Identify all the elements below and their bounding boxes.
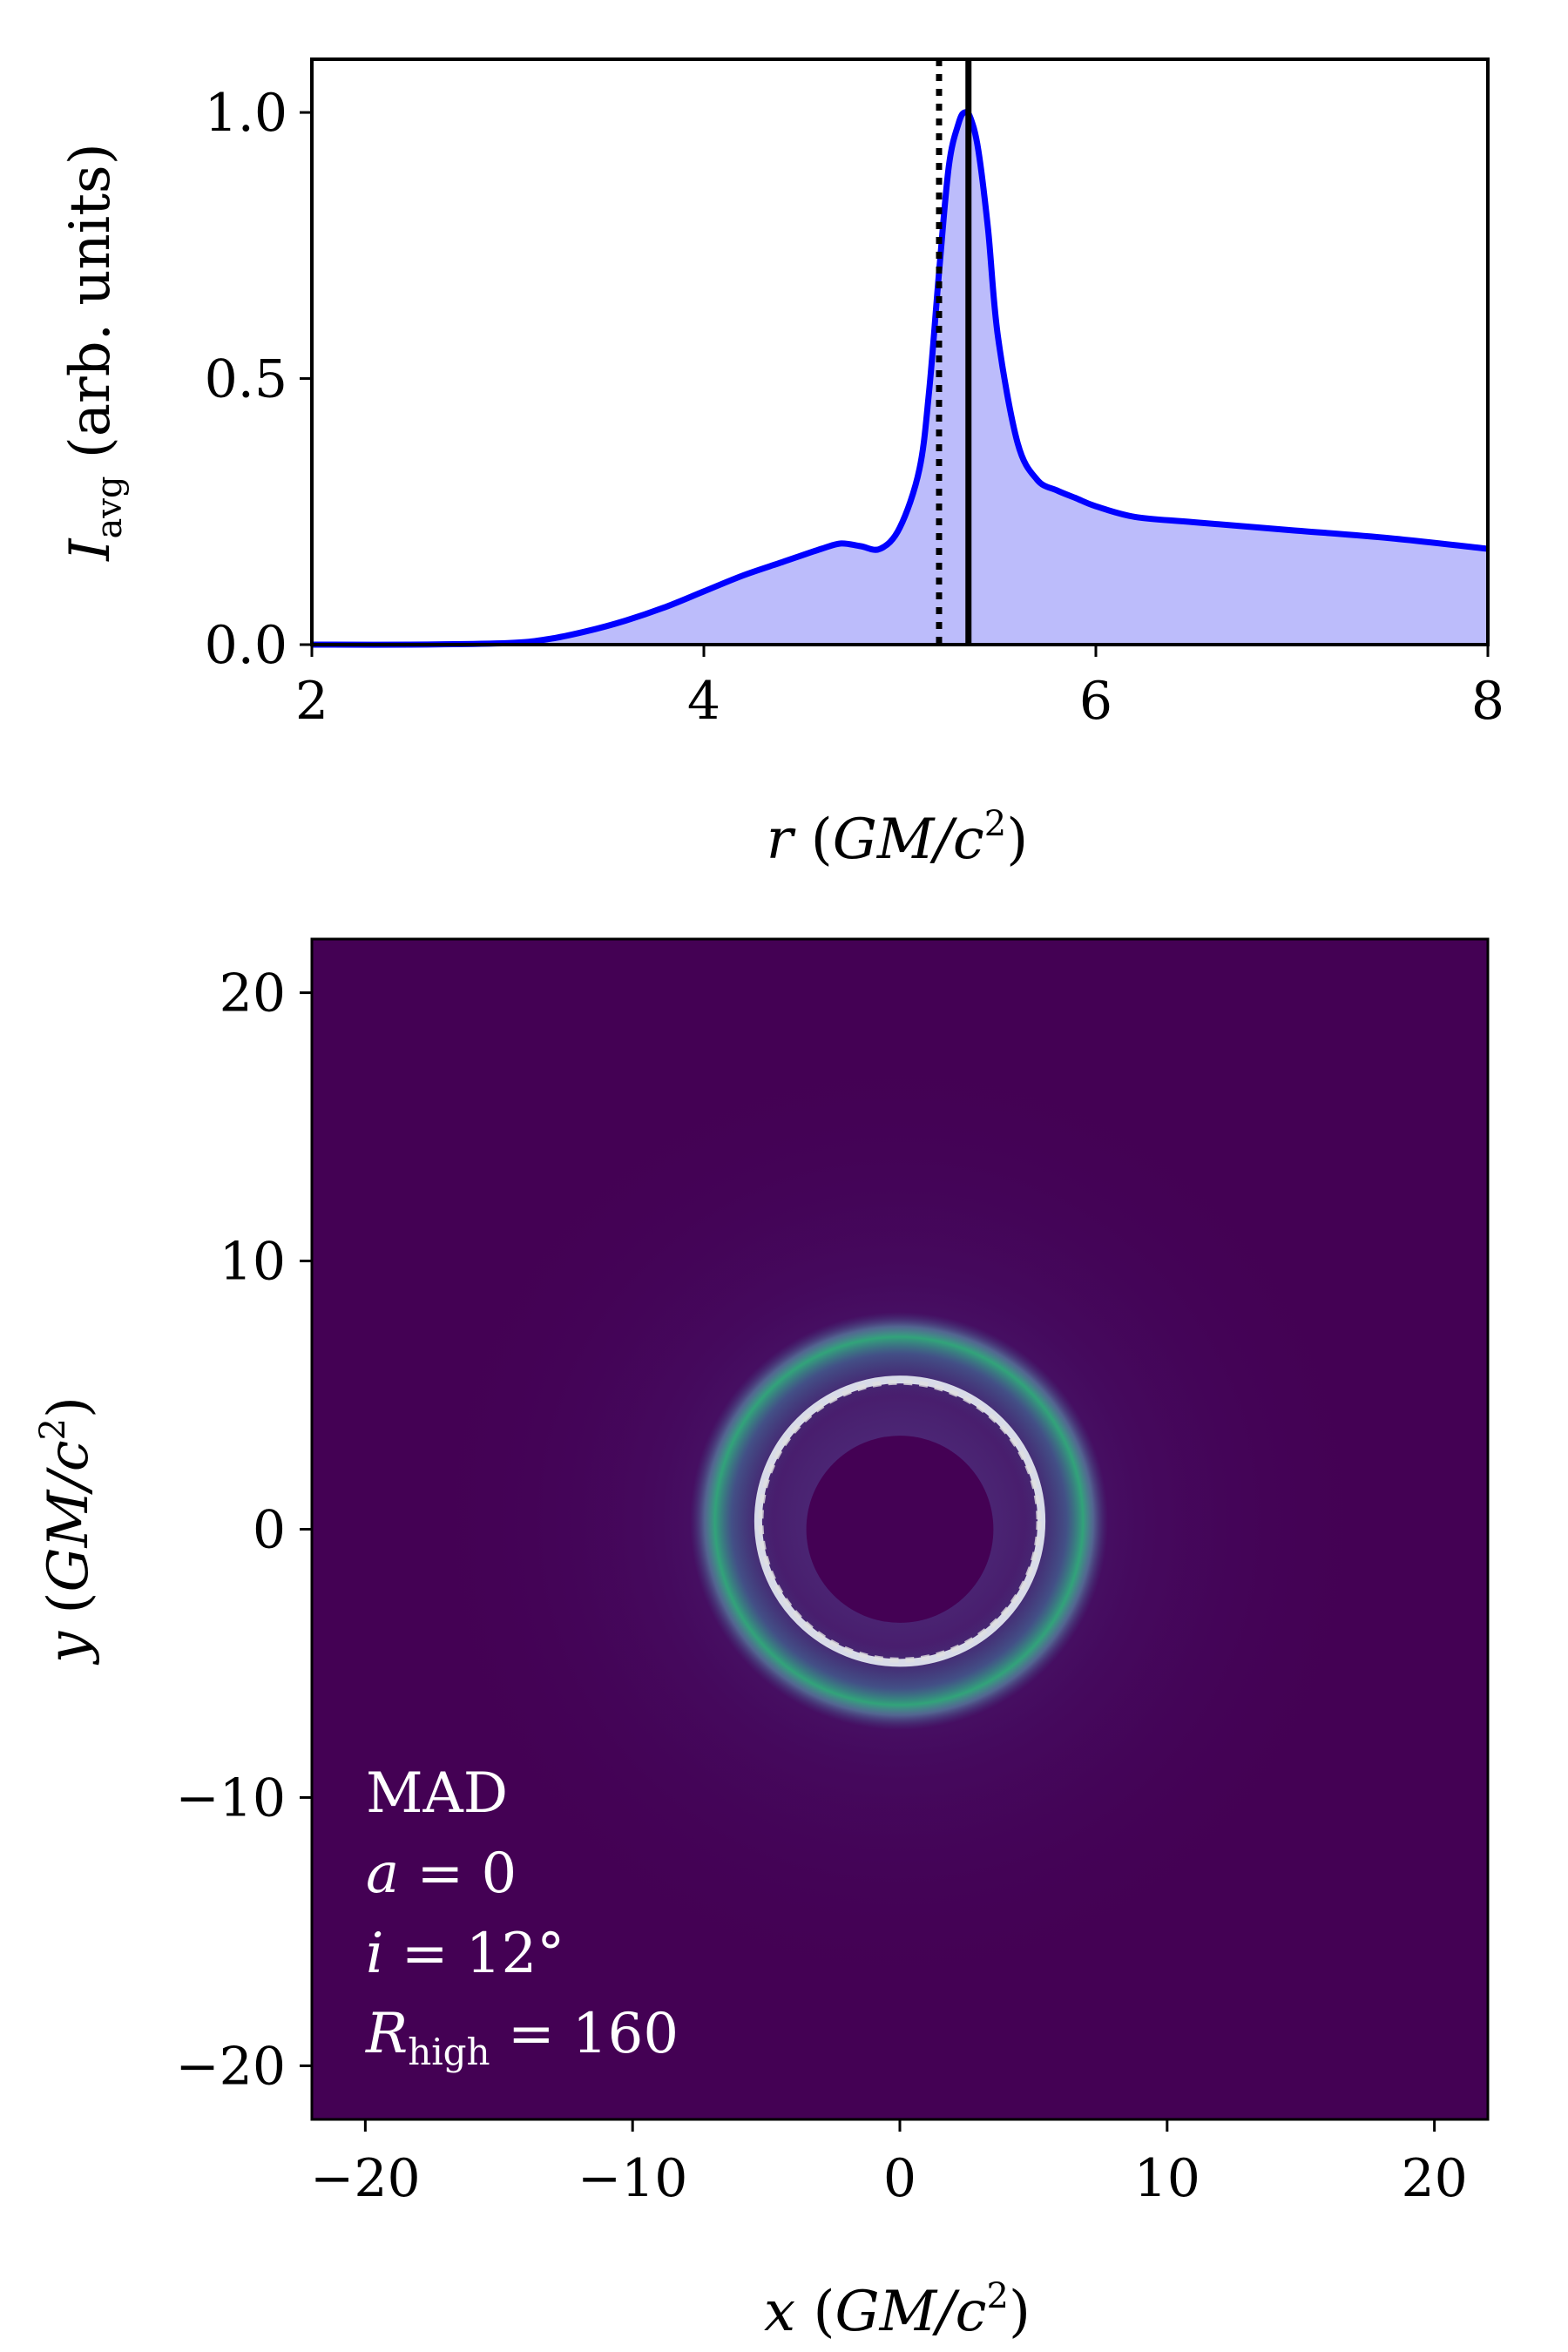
annotation-spin: a = 0 <box>366 1842 517 1906</box>
shadow-disk <box>806 1436 994 1623</box>
y-tick-label: −10 <box>175 1767 286 1828</box>
image-panel: −20 −10 0 10 20 −20 −10 0 10 20 MAD a = 0 i = 12… <box>33 937 1490 2344</box>
x-tick-label: 6 <box>1079 671 1112 732</box>
annotation-model: MAD <box>366 1761 508 1826</box>
bottom-x-axis-label: x (GM/c2) <box>764 2276 1031 2344</box>
x-tick-label: 4 <box>687 671 720 732</box>
photon-ring <box>754 1375 1046 1667</box>
intensity-profile-panel: 2 4 6 8 0.0 0.5 1.0 r (GM/c2) Iavg (arb. unit… <box>58 57 1504 872</box>
parameter-annotation: MAD a = 0 i = 12° Rhigh = 160 <box>365 1761 679 2073</box>
top-x-axis-label: r (GM/c2) <box>767 804 1028 872</box>
x-tick-label: 8 <box>1471 671 1504 732</box>
intensity-fill-area <box>312 112 1488 645</box>
y-tick-label: 10 <box>220 1232 286 1293</box>
x-tick-label: −20 <box>310 2148 421 2209</box>
y-tick-label: 0.0 <box>205 615 287 676</box>
intensity-curve <box>311 109 1489 648</box>
x-tick-label: −10 <box>578 2148 688 2209</box>
x-tick-label: 2 <box>295 671 328 732</box>
y-tick-label: 0.5 <box>205 349 287 410</box>
y-tick-label: 1.0 <box>205 83 287 144</box>
photon-ring-dashed <box>758 1379 1042 1663</box>
reference-lines <box>936 59 972 645</box>
y-tick-label: −20 <box>175 2036 286 2097</box>
top-y-axis-label: Iavg (arb. units) <box>58 143 130 562</box>
intensity-line <box>311 109 1489 648</box>
x-tick-label: 20 <box>1401 2148 1467 2209</box>
bottom-y-ticks: −20 −10 0 10 20 <box>175 963 312 2097</box>
y-tick-label: 20 <box>220 963 286 1024</box>
annotation-inclination: i = 12° <box>366 1922 564 1986</box>
bottom-y-axis-label: y (GM/c2) <box>33 1396 101 1666</box>
intensity-fill <box>312 112 1488 645</box>
x-tick-label: 10 <box>1134 2148 1200 2209</box>
top-x-ticks: 2 4 6 8 <box>295 645 1504 732</box>
bottom-x-ticks: −20 −10 0 10 20 <box>310 2119 1468 2209</box>
x-tick-label: 0 <box>883 2148 916 2209</box>
annotation-rhigh: Rhigh = 160 <box>365 2002 679 2073</box>
top-plot-frame <box>310 57 1490 646</box>
top-y-ticks: 0.0 0.5 1.0 <box>205 83 312 676</box>
y-tick-label: 0 <box>253 1500 286 1561</box>
